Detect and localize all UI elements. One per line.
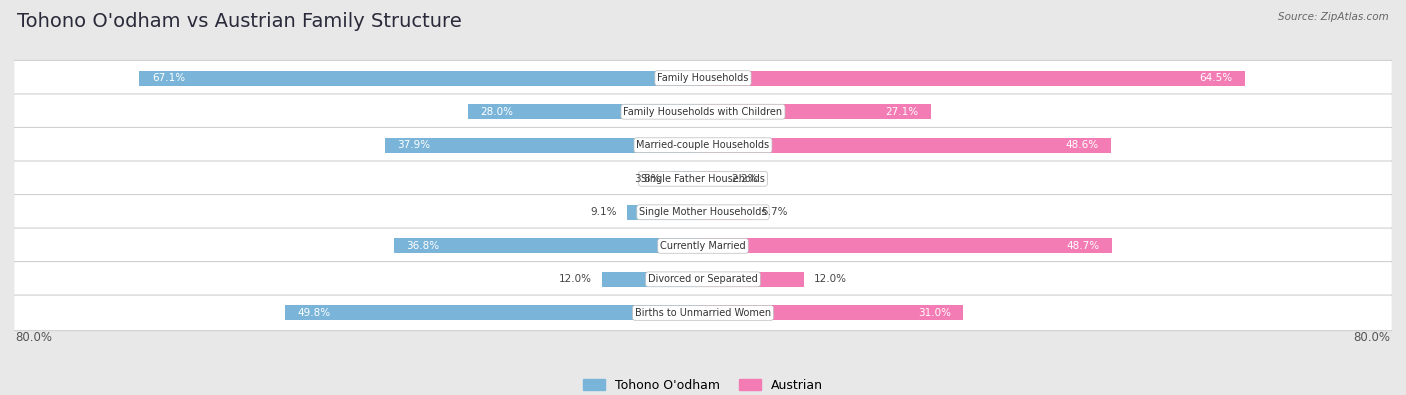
Text: Single Father Households: Single Father Households (641, 174, 765, 184)
Bar (703, 104, 931, 119)
Bar (627, 205, 703, 220)
Text: 27.1%: 27.1% (884, 107, 918, 117)
Bar (703, 171, 721, 186)
Bar (468, 104, 703, 119)
Text: Family Households: Family Households (658, 73, 748, 83)
Text: 67.1%: 67.1% (152, 73, 186, 83)
Text: Tohono O'odham vs Austrian Family Structure: Tohono O'odham vs Austrian Family Struct… (17, 12, 461, 31)
Text: Births to Unmarried Women: Births to Unmarried Women (636, 308, 770, 318)
Text: 80.0%: 80.0% (1353, 331, 1391, 344)
Bar (284, 305, 703, 320)
FancyBboxPatch shape (14, 161, 1392, 197)
Legend: Tohono O'odham, Austrian: Tohono O'odham, Austrian (578, 374, 828, 395)
Text: 3.8%: 3.8% (634, 174, 661, 184)
Text: 64.5%: 64.5% (1199, 73, 1232, 83)
Bar (703, 205, 751, 220)
FancyBboxPatch shape (14, 60, 1392, 96)
Text: 48.6%: 48.6% (1066, 140, 1098, 150)
Text: 9.1%: 9.1% (591, 207, 616, 217)
FancyBboxPatch shape (14, 128, 1392, 163)
Bar (139, 71, 703, 86)
Bar (394, 238, 703, 253)
FancyBboxPatch shape (14, 228, 1392, 263)
Text: Single Mother Households: Single Mother Households (640, 207, 766, 217)
FancyBboxPatch shape (14, 295, 1392, 331)
Text: 5.7%: 5.7% (761, 207, 787, 217)
Text: Source: ZipAtlas.com: Source: ZipAtlas.com (1278, 12, 1389, 22)
Bar (602, 272, 703, 287)
FancyBboxPatch shape (14, 194, 1392, 230)
Text: Divorced or Separated: Divorced or Separated (648, 275, 758, 284)
Text: 37.9%: 37.9% (396, 140, 430, 150)
Bar (703, 71, 1244, 86)
Bar (703, 272, 804, 287)
Text: 12.0%: 12.0% (814, 275, 846, 284)
Text: 36.8%: 36.8% (406, 241, 440, 251)
Text: 80.0%: 80.0% (15, 331, 53, 344)
Bar (703, 305, 963, 320)
Text: Married-couple Households: Married-couple Households (637, 140, 769, 150)
FancyBboxPatch shape (14, 261, 1392, 297)
Bar (385, 138, 703, 153)
Text: 31.0%: 31.0% (918, 308, 950, 318)
Bar (703, 238, 1112, 253)
Text: Family Households with Children: Family Households with Children (623, 107, 783, 117)
Text: 48.7%: 48.7% (1066, 241, 1099, 251)
Bar (703, 138, 1111, 153)
Text: 49.8%: 49.8% (297, 308, 330, 318)
Text: 28.0%: 28.0% (481, 107, 513, 117)
Text: Currently Married: Currently Married (661, 241, 745, 251)
Text: 2.2%: 2.2% (731, 174, 758, 184)
FancyBboxPatch shape (14, 94, 1392, 130)
Text: 12.0%: 12.0% (560, 275, 592, 284)
Bar (671, 171, 703, 186)
